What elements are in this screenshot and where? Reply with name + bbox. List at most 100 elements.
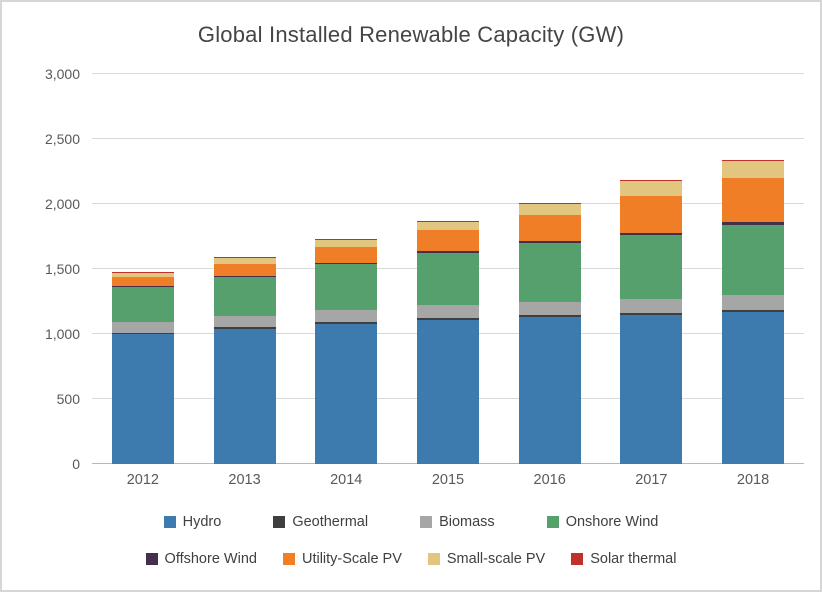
- legend-row-2: Offshore Wind Utility-Scale PV Small-scale…: [2, 551, 820, 567]
- segment-small-scale-pv-2015: [416, 221, 479, 231]
- bar-2017: [620, 180, 683, 464]
- y-tick-label-3-000: 3,000: [44, 66, 80, 82]
- segment-geothermal-2012: [111, 332, 174, 334]
- legend-swatch-biomass: [420, 516, 433, 528]
- segment-offshore-wind-2016: [518, 241, 581, 243]
- y-axis-labels: 0 500 1,000 1,500 2,000 2,500 3,000: [2, 66, 80, 472]
- bar-2013: [213, 257, 276, 464]
- segment-small-scale-pv-2013: [213, 258, 276, 264]
- y-tick-label-2-500: 2,500: [44, 131, 80, 147]
- segment-utility-scale-pv-2015: [416, 230, 479, 252]
- legend-item-utility-scale-pv: Utility-Scale PV: [282, 551, 402, 567]
- legend-item-onshore-wind: Onshore Wind: [546, 514, 659, 530]
- segment-biomass-2015: [416, 305, 479, 319]
- legend-label-onshore-wind: Onshore Wind: [565, 514, 659, 530]
- bar-2015: [416, 220, 479, 464]
- segment-small-scale-pv-2014: [315, 240, 378, 248]
- segment-hydro-2017: [620, 314, 683, 464]
- legend-item-offshore-wind: Offshore Wind: [145, 551, 257, 567]
- segment-geothermal-2013: [213, 327, 276, 329]
- plot-area: [92, 73, 804, 464]
- segment-biomass-2013: [213, 315, 276, 328]
- legend-swatch-offshore-wind: [145, 553, 158, 565]
- segment-utility-scale-pv-2012: [111, 277, 174, 287]
- legend-label-utility-scale-pv: Utility-Scale PV: [301, 551, 402, 567]
- segment-utility-scale-pv-2017: [620, 196, 683, 233]
- gridline: [92, 138, 804, 139]
- segment-hydro-2014: [315, 323, 378, 464]
- segment-onshore-wind-2018: [722, 224, 785, 296]
- segment-biomass-2017: [620, 298, 683, 313]
- legend-label-hydro: Hydro: [182, 514, 222, 530]
- segment-onshore-wind-2016: [518, 242, 581, 302]
- legend-row-1: Hydro Geothermal Biomass Onshore Wind: [2, 514, 820, 530]
- segment-small-scale-pv-2016: [518, 203, 581, 216]
- segment-biomass-2014: [315, 309, 378, 323]
- legend-item-geothermal: Geothermal: [273, 514, 368, 530]
- x-axis-labels: 2012 2013 2014 2015 2016 2017 2018: [92, 472, 804, 488]
- legend-label-offshore-wind: Offshore Wind: [164, 551, 257, 567]
- segment-geothermal-2017: [620, 312, 683, 315]
- legend-swatch-onshore-wind: [546, 516, 559, 528]
- segment-hydro-2015: [416, 319, 479, 464]
- segment-onshore-wind-2013: [213, 277, 276, 316]
- x-tick-label-2016: 2016: [533, 472, 566, 488]
- legend-label-geothermal: Geothermal: [292, 514, 369, 530]
- legend-item-small-scale-pv: Small-scale PV: [427, 551, 546, 567]
- chart-title: Global Installed Renewable Capacity (GW): [197, 22, 625, 47]
- segment-solar-thermal-2013: [213, 257, 276, 259]
- bar-2012: [111, 272, 174, 464]
- x-tick-label-2015: 2015: [431, 472, 465, 488]
- x-tick-label-2014: 2014: [330, 472, 363, 488]
- gridline: [92, 73, 804, 74]
- legend-swatch-geothermal: [273, 516, 286, 528]
- segment-onshore-wind-2014: [315, 264, 378, 310]
- segment-biomass-2016: [518, 301, 581, 316]
- segment-utility-scale-pv-2014: [315, 247, 378, 264]
- legend-swatch-small-scale-pv: [427, 553, 440, 565]
- segment-utility-scale-pv-2018: [722, 177, 785, 222]
- y-tick-label-0: 0: [72, 456, 80, 472]
- segment-offshore-wind-2014: [315, 263, 378, 265]
- bar-2014: [315, 239, 378, 464]
- legend-swatch-hydro: [163, 516, 176, 528]
- segment-solar-thermal-2016: [518, 202, 581, 204]
- bar-2018: [722, 160, 785, 464]
- segment-offshore-wind-2013: [213, 276, 276, 278]
- segment-utility-scale-pv-2013: [213, 263, 276, 277]
- legend-label-small-scale-pv: Small-scale PV: [446, 551, 546, 567]
- segment-geothermal-2016: [518, 315, 581, 317]
- segment-onshore-wind-2017: [620, 235, 683, 299]
- segment-onshore-wind-2015: [416, 252, 479, 306]
- segment-solar-thermal-2012: [111, 272, 174, 274]
- legend-swatch-utility-scale-pv: [282, 553, 295, 565]
- segment-geothermal-2014: [315, 322, 378, 324]
- gridline: [92, 203, 804, 204]
- segment-solar-thermal-2017: [620, 180, 683, 182]
- legend-item-solar-thermal: Solar thermal: [571, 551, 676, 567]
- x-tick-label-2017: 2017: [635, 472, 668, 488]
- segment-offshore-wind-2015: [416, 251, 479, 253]
- bars-layer: [92, 74, 804, 464]
- segment-solar-thermal-2015: [416, 220, 479, 222]
- segment-geothermal-2018: [722, 309, 785, 312]
- segment-hydro-2012: [111, 334, 174, 464]
- segment-solar-thermal-2014: [315, 239, 378, 241]
- segment-offshore-wind-2012: [111, 286, 174, 288]
- segment-small-scale-pv-2018: [722, 161, 785, 178]
- x-tick-label-2018: 2018: [736, 472, 770, 488]
- segment-small-scale-pv-2017: [620, 181, 683, 197]
- segment-biomass-2012: [111, 321, 174, 333]
- segment-offshore-wind-2017: [620, 232, 683, 236]
- y-tick-label-2-000: 2,000: [44, 196, 80, 212]
- legend-label-biomass: Biomass: [439, 514, 495, 530]
- segment-hydro-2016: [518, 316, 581, 464]
- y-tick-label-1-500: 1,500: [44, 261, 80, 277]
- legend-label-solar-thermal: Solar thermal: [590, 551, 677, 567]
- x-tick-label-2013: 2013: [228, 472, 261, 488]
- segment-small-scale-pv-2012: [111, 273, 174, 278]
- bar-2016: [518, 202, 581, 464]
- segment-offshore-wind-2018: [722, 221, 785, 225]
- legend-item-hydro: Hydro: [163, 514, 222, 530]
